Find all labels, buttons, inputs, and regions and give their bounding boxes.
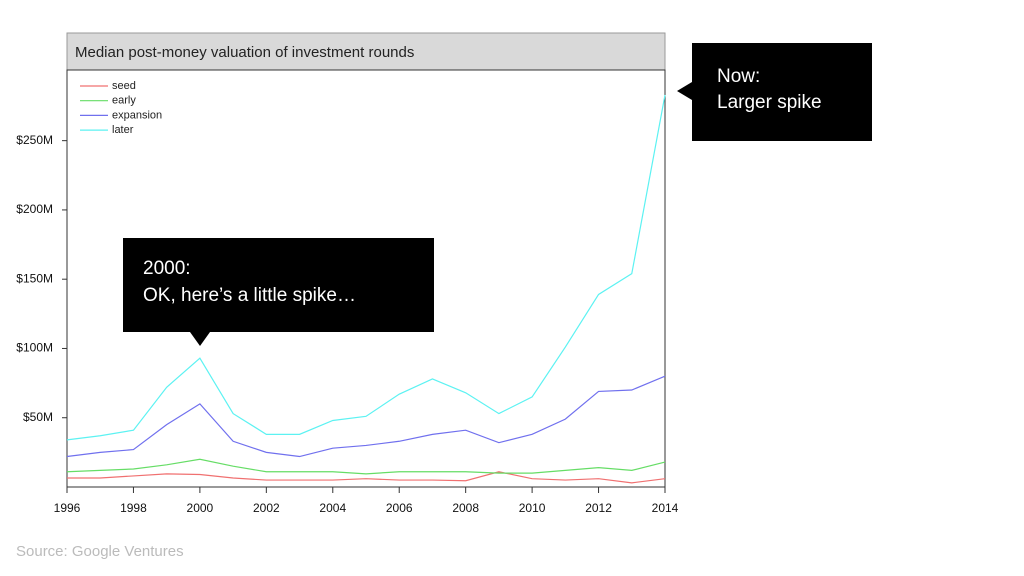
x-tick-label: 2010 — [519, 501, 546, 515]
series-line — [66, 458, 666, 475]
series-line — [66, 375, 666, 458]
legend-label: early — [112, 95, 136, 107]
x-tick-label: 2000 — [187, 501, 214, 515]
x-tick-label: 2006 — [386, 501, 413, 515]
source: Source: Google Ventures — [16, 543, 184, 560]
callout-box — [692, 43, 872, 141]
legend-label: expansion — [112, 109, 162, 121]
series-line — [66, 94, 666, 441]
callout-text: Now: — [717, 66, 760, 87]
y-tick-label: $150M — [16, 271, 53, 285]
y-tick-label: $200M — [16, 202, 53, 216]
y-tick-label: $250M — [16, 133, 53, 147]
legend-label: later — [112, 124, 134, 136]
title-bar — [66, 32, 666, 71]
x-tick-label: 2002 — [253, 501, 280, 515]
callout-box — [123, 238, 434, 332]
legend-label: seed — [112, 80, 136, 92]
x-tick-label: 2004 — [319, 501, 346, 515]
callout-now: Now: Larger spike — [677, 43, 872, 141]
x-tick-label: 1996 — [54, 501, 81, 515]
callout-text: OK, here’s a little spike… — [143, 285, 356, 306]
x-tick-label: 2008 — [452, 501, 479, 515]
series-line — [67, 471, 666, 484]
callout-2000: 2000: OK, here’s a little spike… — [123, 238, 434, 346]
x-tick-label: 2012 — [585, 501, 612, 515]
callout-text: Larger spike — [717, 92, 822, 113]
x-tick-label: 2014 — [652, 501, 679, 515]
x-tick-label: 1998 — [120, 501, 147, 515]
callout-pointer — [677, 82, 692, 100]
callout-pointer — [190, 332, 210, 346]
y-tick-label: $50M — [23, 410, 53, 424]
chart-title: Median post-money valuation of investmen… — [75, 44, 414, 61]
y-tick-label: $100M — [16, 341, 53, 355]
callout-text: 2000: — [143, 258, 191, 279]
